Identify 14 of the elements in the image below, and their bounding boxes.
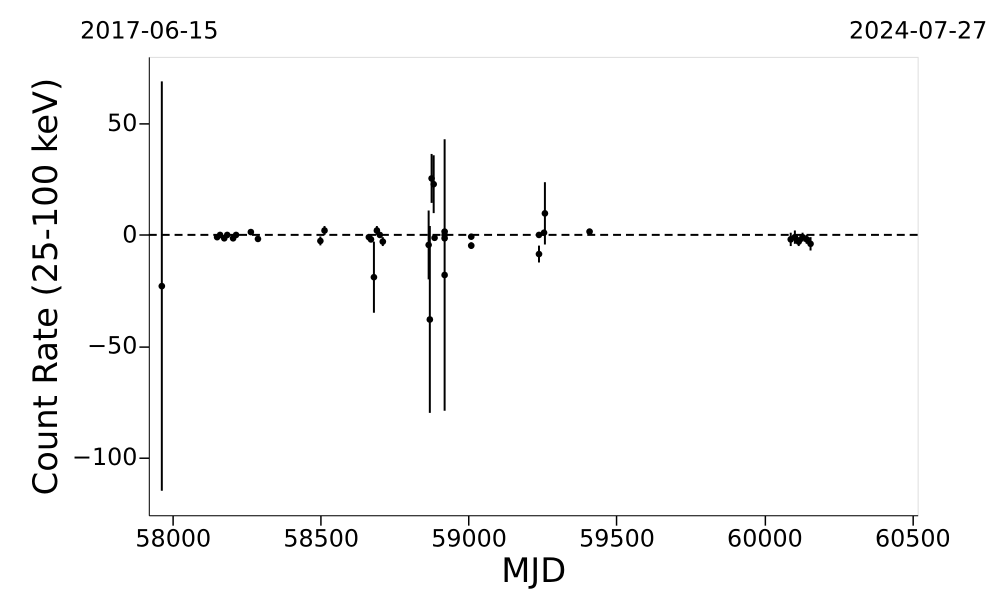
x2-tick-label: 2017-06-15 bbox=[80, 16, 218, 45]
y-axis-title: Count Rate (25-100 keV) bbox=[26, 78, 66, 496]
x-tick-label: 58500 bbox=[283, 524, 360, 553]
x-tick-label: 59500 bbox=[579, 524, 655, 553]
x2-tick-label: 2024-07-27 bbox=[848, 16, 988, 45]
y-tick-label: −100 bbox=[72, 442, 138, 471]
y-tick-label: 50 bbox=[107, 109, 138, 138]
x-tick-label: 59000 bbox=[431, 524, 507, 553]
y-tick-label: −50 bbox=[87, 332, 138, 360]
x-axis-title: MJD bbox=[501, 551, 566, 590]
y-tick-label: 0 bbox=[122, 220, 138, 248]
x-tick-label: 60000 bbox=[727, 524, 803, 553]
x-tick-label: 58000 bbox=[135, 524, 212, 553]
x-tick-label: 60500 bbox=[874, 524, 951, 553]
